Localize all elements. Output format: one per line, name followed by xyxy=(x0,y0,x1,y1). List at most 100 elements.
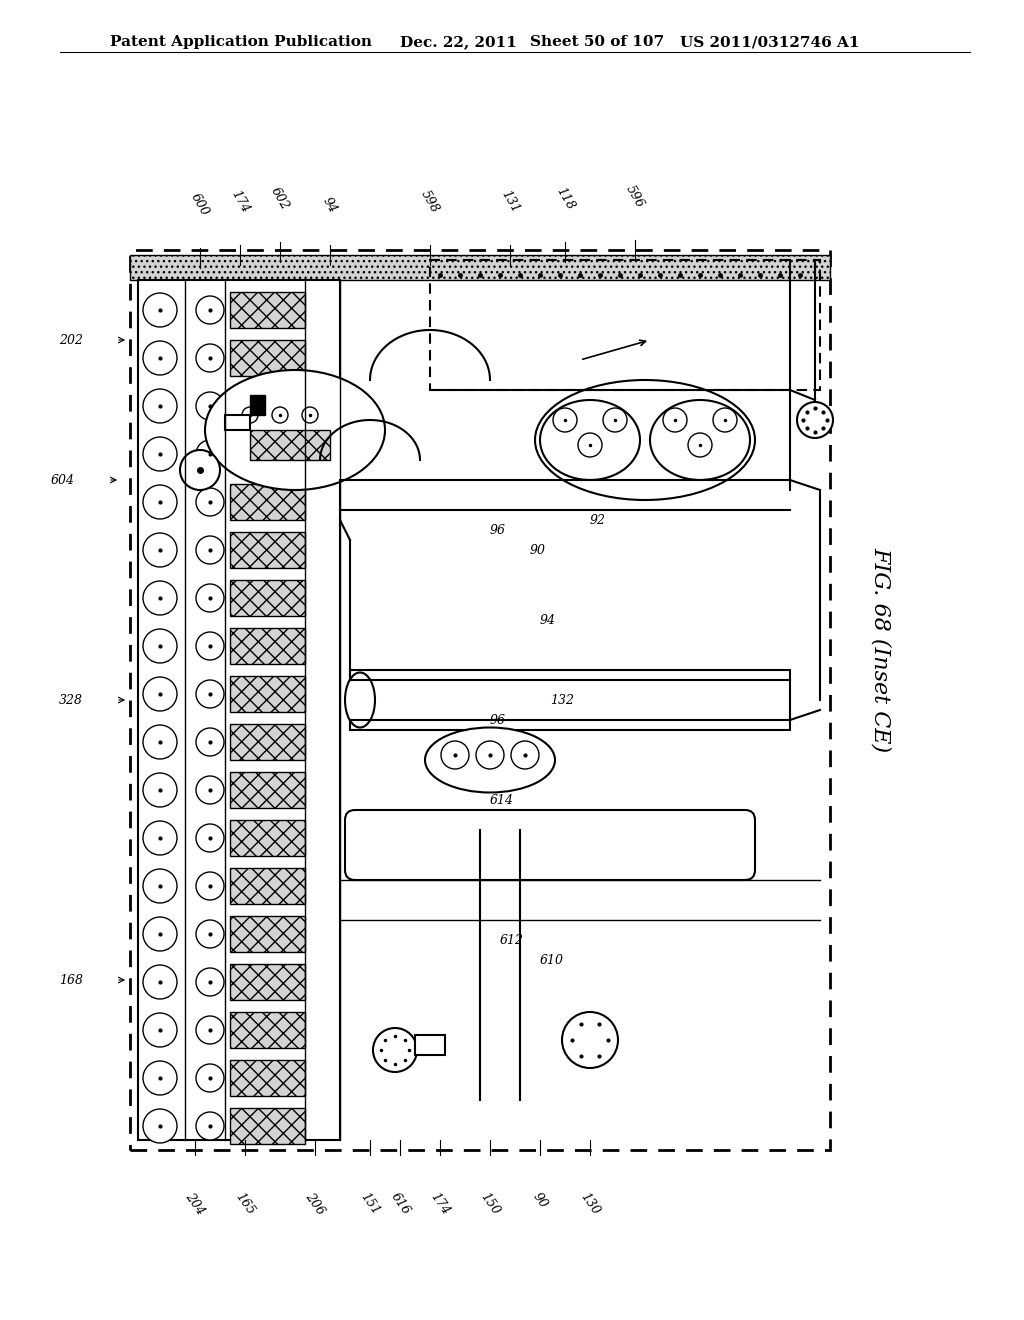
Circle shape xyxy=(143,630,177,663)
Bar xyxy=(230,292,305,327)
Circle shape xyxy=(302,407,318,422)
Text: 96: 96 xyxy=(490,524,506,536)
Circle shape xyxy=(143,293,177,327)
Text: 602: 602 xyxy=(268,185,292,213)
Text: 165: 165 xyxy=(232,1191,257,1217)
Circle shape xyxy=(562,1012,618,1068)
Text: 616: 616 xyxy=(388,1191,413,1217)
Circle shape xyxy=(143,725,177,759)
Bar xyxy=(225,414,250,430)
Text: 204: 204 xyxy=(183,1191,207,1217)
Circle shape xyxy=(143,965,177,999)
Circle shape xyxy=(143,821,177,855)
Circle shape xyxy=(373,1028,417,1072)
Circle shape xyxy=(143,1061,177,1096)
Text: 206: 206 xyxy=(303,1191,328,1217)
Circle shape xyxy=(196,968,224,997)
Circle shape xyxy=(143,774,177,807)
Ellipse shape xyxy=(345,672,375,727)
Circle shape xyxy=(663,408,687,432)
Text: 596: 596 xyxy=(624,182,646,210)
Text: Dec. 22, 2011: Dec. 22, 2011 xyxy=(400,36,517,49)
Bar xyxy=(230,1060,305,1096)
Circle shape xyxy=(196,729,224,756)
Text: 94: 94 xyxy=(540,614,556,627)
Bar xyxy=(230,916,305,952)
Circle shape xyxy=(196,632,224,660)
Bar xyxy=(138,280,340,1140)
Bar xyxy=(230,341,305,376)
Bar xyxy=(230,436,305,473)
Text: 151: 151 xyxy=(357,1191,382,1217)
Circle shape xyxy=(196,824,224,851)
Ellipse shape xyxy=(650,400,750,480)
Bar xyxy=(350,671,790,730)
Text: 150: 150 xyxy=(478,1191,502,1217)
Text: 131: 131 xyxy=(499,187,521,215)
Text: 96: 96 xyxy=(490,714,506,726)
Text: 90: 90 xyxy=(530,1191,550,1210)
Circle shape xyxy=(603,408,627,432)
Circle shape xyxy=(196,345,224,372)
Text: 604: 604 xyxy=(51,474,75,487)
Bar xyxy=(230,628,305,664)
Bar xyxy=(250,430,330,459)
Ellipse shape xyxy=(205,370,385,490)
Circle shape xyxy=(196,680,224,708)
Text: 174: 174 xyxy=(428,1191,453,1217)
Bar xyxy=(230,532,305,568)
Circle shape xyxy=(713,408,737,432)
Circle shape xyxy=(196,1064,224,1092)
Bar xyxy=(230,676,305,711)
Text: 612: 612 xyxy=(500,933,524,946)
Circle shape xyxy=(196,392,224,420)
Text: 132: 132 xyxy=(550,693,574,706)
Text: 168: 168 xyxy=(59,974,83,986)
Bar xyxy=(230,869,305,904)
Circle shape xyxy=(196,296,224,323)
Bar xyxy=(415,1035,445,1055)
Circle shape xyxy=(143,677,177,711)
Circle shape xyxy=(553,408,577,432)
Bar xyxy=(230,579,305,616)
Circle shape xyxy=(143,1012,177,1047)
Circle shape xyxy=(143,437,177,471)
Text: 90: 90 xyxy=(530,544,546,557)
Circle shape xyxy=(196,440,224,469)
Circle shape xyxy=(143,341,177,375)
Ellipse shape xyxy=(540,400,640,480)
Circle shape xyxy=(180,450,220,490)
Circle shape xyxy=(143,389,177,422)
Text: 92: 92 xyxy=(590,513,606,527)
Bar xyxy=(230,388,305,424)
Text: Patent Application Publication: Patent Application Publication xyxy=(110,36,372,49)
Circle shape xyxy=(196,873,224,900)
Text: 600: 600 xyxy=(188,190,212,218)
Text: 94: 94 xyxy=(321,194,340,215)
Circle shape xyxy=(196,583,224,612)
Bar xyxy=(230,723,305,760)
Circle shape xyxy=(272,407,288,422)
Circle shape xyxy=(476,741,504,770)
Circle shape xyxy=(143,1109,177,1143)
Text: 614: 614 xyxy=(490,793,514,807)
Bar xyxy=(230,964,305,1001)
Circle shape xyxy=(196,1016,224,1044)
Text: 130: 130 xyxy=(578,1191,602,1217)
Bar xyxy=(230,820,305,855)
Ellipse shape xyxy=(425,727,555,792)
Bar xyxy=(230,484,305,520)
Circle shape xyxy=(196,776,224,804)
Circle shape xyxy=(578,433,602,457)
Text: 202: 202 xyxy=(59,334,83,346)
Circle shape xyxy=(511,741,539,770)
Circle shape xyxy=(143,917,177,950)
Circle shape xyxy=(143,484,177,519)
Circle shape xyxy=(242,407,258,422)
Bar xyxy=(130,255,830,280)
Circle shape xyxy=(196,920,224,948)
Bar xyxy=(250,395,265,414)
Text: US 2011/0312746 A1: US 2011/0312746 A1 xyxy=(680,36,859,49)
Bar xyxy=(230,1012,305,1048)
Text: 610: 610 xyxy=(540,953,564,966)
